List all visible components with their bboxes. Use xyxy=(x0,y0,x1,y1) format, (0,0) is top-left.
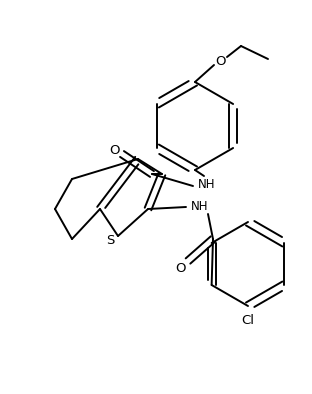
Text: Cl: Cl xyxy=(241,314,255,327)
Text: S: S xyxy=(106,234,114,247)
Text: O: O xyxy=(215,54,225,67)
Text: O: O xyxy=(176,262,186,275)
Text: O: O xyxy=(109,143,119,156)
Text: NH: NH xyxy=(191,199,209,212)
Text: NH: NH xyxy=(198,178,216,191)
